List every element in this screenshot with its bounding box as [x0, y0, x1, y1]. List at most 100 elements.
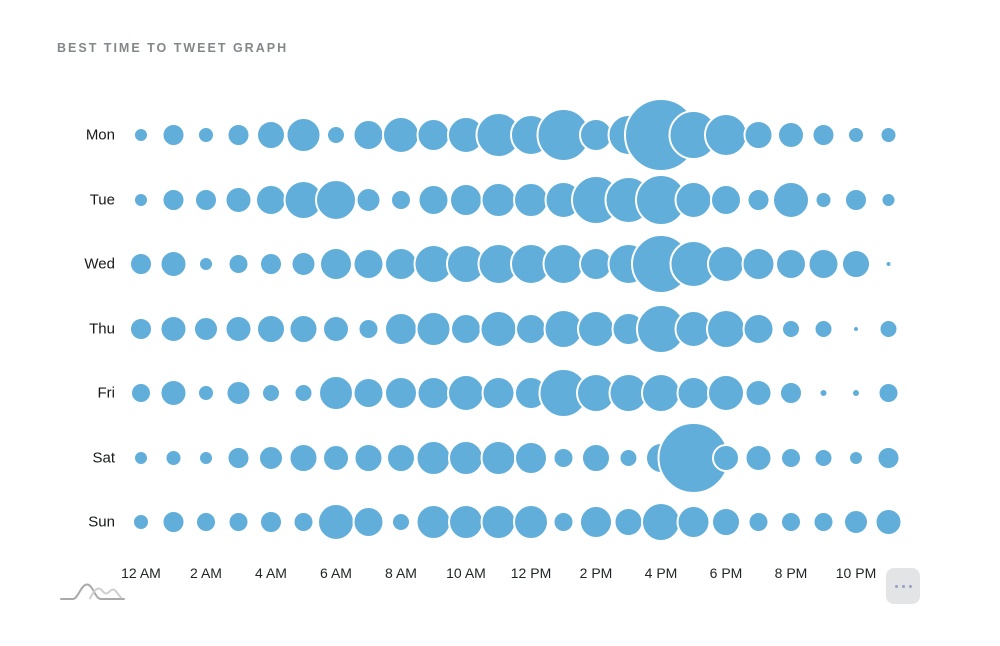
bubble-sun-h0[interactable]: [132, 513, 150, 531]
bubble-fri-h8[interactable]: [384, 376, 418, 410]
bubble-tue-h10[interactable]: [449, 183, 483, 217]
bubble-tue-h23[interactable]: [880, 192, 897, 208]
bubble-fri-h18[interactable]: [707, 374, 745, 412]
bubble-thu-h7[interactable]: [357, 318, 380, 340]
bubble-sat-h22[interactable]: [848, 450, 864, 466]
bubble-sun-h1[interactable]: [161, 510, 186, 534]
bubble-sun-h8[interactable]: [391, 512, 411, 532]
bubble-thu-h23[interactable]: [878, 319, 899, 339]
bubble-thu-h18[interactable]: [706, 309, 746, 349]
bubble-thu-h3[interactable]: [224, 315, 253, 343]
bubble-thu-h12[interactable]: [515, 313, 547, 345]
bubble-thu-h10[interactable]: [450, 313, 482, 345]
bubble-mon-h18[interactable]: [704, 113, 748, 157]
bubble-wed-h23[interactable]: [884, 260, 893, 268]
bubble-sun-h4[interactable]: [259, 510, 283, 534]
bubble-mon-h23[interactable]: [879, 126, 898, 144]
bubble-sat-h5[interactable]: [288, 443, 319, 473]
bubble-sat-h1[interactable]: [164, 449, 183, 467]
bubble-tue-h9[interactable]: [417, 184, 450, 216]
bubble-sun-h16[interactable]: [641, 502, 681, 542]
bubble-sat-h13[interactable]: [552, 447, 575, 469]
bubble-thu-h6[interactable]: [322, 315, 350, 343]
bubble-tue-h1[interactable]: [161, 188, 186, 212]
bubble-sat-h14[interactable]: [581, 443, 611, 473]
bubble-fri-h10[interactable]: [447, 374, 485, 412]
bubble-fri-h4[interactable]: [261, 383, 281, 403]
bubble-mon-h22[interactable]: [847, 126, 865, 144]
bubble-sat-h19[interactable]: [744, 444, 773, 472]
bubble-fri-h19[interactable]: [744, 379, 773, 407]
bubble-tue-h20[interactable]: [772, 181, 810, 219]
bubble-thu-h13[interactable]: [543, 309, 584, 349]
bubble-sun-h23[interactable]: [874, 508, 903, 536]
bubble-wed-h22[interactable]: [841, 249, 871, 279]
bubble-tue-h18[interactable]: [710, 184, 742, 216]
bubble-mon-h20[interactable]: [777, 121, 805, 149]
bubble-mon-h6[interactable]: [326, 125, 346, 145]
bubble-thu-h2[interactable]: [193, 316, 219, 342]
bubble-thu-h22[interactable]: [852, 325, 860, 333]
bubble-sat-h18[interactable]: [712, 444, 740, 472]
bubble-wed-h6[interactable]: [319, 247, 353, 281]
bubble-tue-h19[interactable]: [746, 188, 771, 212]
bubble-sun-h14[interactable]: [579, 505, 613, 539]
bubble-thu-h21[interactable]: [813, 319, 834, 339]
bubble-sat-h3[interactable]: [226, 446, 251, 470]
bubble-sun-h22[interactable]: [843, 509, 869, 535]
bubble-wed-h20[interactable]: [775, 248, 807, 280]
bubble-sun-h17[interactable]: [676, 505, 711, 539]
bubble-fri-h20[interactable]: [779, 381, 803, 405]
bubble-wed-h7[interactable]: [352, 248, 385, 280]
bubble-sat-h4[interactable]: [258, 445, 284, 471]
bubble-tue-h8[interactable]: [390, 189, 412, 211]
bubble-wed-h3[interactable]: [227, 253, 250, 275]
bubble-thu-h0[interactable]: [129, 317, 153, 341]
bubble-thu-h4[interactable]: [256, 314, 286, 344]
bubble-sun-h11[interactable]: [480, 504, 517, 540]
bubble-fri-h9[interactable]: [416, 376, 451, 410]
bubble-mon-h14[interactable]: [579, 118, 613, 152]
bubble-sat-h21[interactable]: [813, 448, 834, 468]
bubble-fri-h7[interactable]: [352, 377, 385, 409]
bubble-sat-h23[interactable]: [876, 446, 901, 470]
bubble-thu-h19[interactable]: [742, 313, 775, 345]
bubble-sat-h15[interactable]: [618, 448, 639, 468]
bubble-fri-h3[interactable]: [225, 380, 252, 406]
bubble-thu-h20[interactable]: [781, 319, 801, 339]
bubble-sun-h15[interactable]: [613, 507, 644, 537]
bubble-wed-h21[interactable]: [807, 248, 840, 280]
bubble-sun-h2[interactable]: [195, 511, 217, 533]
bubble-wed-h13[interactable]: [542, 243, 585, 285]
bubble-sun-h10[interactable]: [448, 504, 484, 540]
bubble-sat-h7[interactable]: [353, 443, 384, 473]
bubble-sat-h8[interactable]: [386, 443, 416, 473]
bubble-mon-h7[interactable]: [352, 119, 385, 151]
bubble-mon-h5[interactable]: [285, 117, 322, 153]
bubble-sun-h6[interactable]: [317, 503, 355, 541]
bubble-fri-h17[interactable]: [676, 376, 711, 410]
bubble-fri-h22[interactable]: [851, 388, 861, 398]
bubble-mon-h9[interactable]: [416, 118, 451, 152]
bubble-sat-h9[interactable]: [415, 440, 452, 476]
bubble-sun-h13[interactable]: [552, 511, 575, 533]
bubble-sat-h6[interactable]: [322, 444, 350, 472]
bubble-mon-h19[interactable]: [743, 120, 774, 150]
bubble-fri-h5[interactable]: [293, 383, 314, 403]
more-options-button[interactable]: [886, 568, 920, 604]
bubble-mon-h3[interactable]: [226, 123, 251, 147]
bubble-tue-h7[interactable]: [355, 187, 382, 213]
bubble-mon-h2[interactable]: [197, 126, 215, 144]
bubble-sat-h20[interactable]: [780, 447, 802, 469]
bubble-sun-h3[interactable]: [227, 511, 250, 533]
bubble-wed-h5[interactable]: [290, 251, 317, 277]
bubble-sun-h18[interactable]: [711, 507, 741, 537]
bubble-mon-h1[interactable]: [161, 123, 186, 147]
bubble-tue-h4[interactable]: [255, 184, 287, 216]
bubble-fri-h11[interactable]: [481, 376, 516, 410]
bubble-sun-h9[interactable]: [415, 504, 452, 540]
bubble-thu-h14[interactable]: [577, 310, 615, 348]
bubble-sat-h2[interactable]: [198, 450, 214, 466]
bubble-tue-h3[interactable]: [224, 186, 253, 214]
bubble-sun-h7[interactable]: [352, 506, 385, 538]
